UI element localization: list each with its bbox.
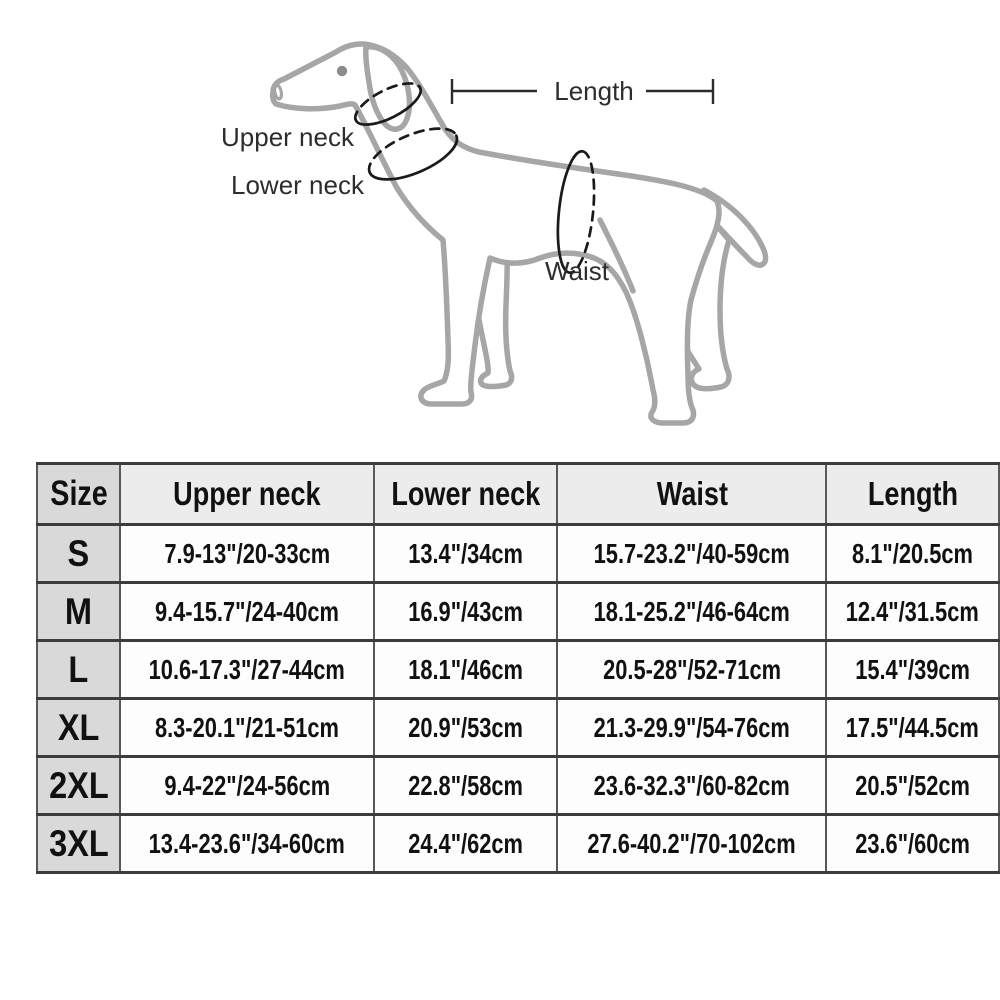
length-cell: 15.4"/39cm [825, 639, 1000, 700]
upper-neck-band-solid [354, 86, 423, 126]
size-cell: 3XL [35, 813, 122, 874]
column-header-length: Length [825, 462, 1000, 526]
lower-neck-cell: 13.4"/34cm [372, 523, 559, 584]
length-cell: 17.5"/44.5cm [825, 697, 1000, 758]
table-row: 2XL 9.4-22"/24-56cm 22.8"/58cm 23.6-32.3"/6… [35, 755, 1000, 816]
lower-neck-band-solid [368, 134, 459, 181]
column-header-waist: Waist [556, 462, 828, 526]
table-row: 3XL 13.4-23.6"/34-60cm 24.4"/62cm 27.6-40.2… [35, 813, 1000, 874]
size-cell: M [35, 581, 122, 642]
dog-eye [336, 65, 348, 77]
size-cell: L [35, 639, 122, 700]
column-header-upper-neck: Upper neck [119, 462, 375, 526]
table-row: L 10.6-17.3"/27-44cm 18.1"/46cm 20.5-28"/52… [35, 639, 1000, 700]
length-cell: 12.4"/31.5cm [825, 581, 1000, 642]
dog-thigh-line [597, 217, 636, 294]
waist-band-solid [556, 149, 584, 275]
upper-neck-band-dashed [353, 82, 422, 122]
size-cell: S [35, 523, 122, 584]
lower-neck-label: Lower neck [231, 170, 364, 200]
upper-neck-cell: 9.4-15.7"/24-40cm [119, 581, 375, 642]
dog-body-outline [269, 41, 722, 426]
column-header-lower-neck: Lower neck [372, 462, 559, 526]
size-cell: XL [35, 697, 122, 758]
waist-cell: 15.7-23.2"/40-59cm [556, 523, 828, 584]
length-label: Length [554, 76, 634, 106]
lower-neck-band-dashed [367, 127, 458, 174]
length-cell: 8.1"/20.5cm [825, 523, 1000, 584]
waist-cell: 20.5-28"/52-71cm [556, 639, 828, 700]
upper-neck-label: Upper neck [221, 122, 354, 152]
table-row: XL 8.3-20.1"/21-51cm 20.9"/53cm 21.3-29.9"/… [35, 697, 1000, 758]
upper-neck-cell: 7.9-13"/20-33cm [119, 523, 375, 584]
waist-cell: 27.6-40.2"/70-102cm [556, 813, 828, 874]
waist-cell: 23.6-32.3"/60-82cm [556, 755, 828, 816]
dog-nostril [272, 83, 284, 101]
lower-neck-cell: 24.4"/62cm [372, 813, 559, 874]
upper-neck-cell: 10.6-17.3"/27-44cm [119, 639, 375, 700]
length-measure-line [450, 79, 715, 104]
size-cell: 2XL [35, 755, 122, 816]
header-row: Size Upper neck Lower neck Waist Length [35, 462, 1000, 526]
column-header-size: Size [35, 462, 122, 526]
dog-measurement-diagram [269, 41, 769, 426]
upper-neck-cell: 9.4-22"/24-56cm [119, 755, 375, 816]
length-cell: 20.5"/52cm [825, 755, 1000, 816]
lower-neck-cell: 16.9"/43cm [372, 581, 559, 642]
upper-neck-cell: 13.4-23.6"/34-60cm [119, 813, 375, 874]
waist-band-dashed [568, 149, 596, 275]
table-row: S 7.9-13"/20-33cm 13.4"/34cm 15.7-23.2"/40-… [35, 523, 1000, 584]
size-chart-table: Size Upper neck Lower neck Waist Length … [35, 462, 1000, 874]
upper-neck-cell: 8.3-20.1"/21-51cm [119, 697, 375, 758]
lower-neck-cell: 22.8"/58cm [372, 755, 559, 816]
waist-label: Waist [545, 256, 610, 286]
table-row: M 9.4-15.7"/24-40cm 16.9"/43cm 18.1-25.2"/4… [35, 581, 1000, 642]
waist-cell: 18.1-25.2"/46-64cm [556, 581, 828, 642]
waist-cell: 21.3-29.9"/54-76cm [556, 697, 828, 758]
lower-neck-cell: 20.9"/53cm [372, 697, 559, 758]
length-cell: 23.6"/60cm [825, 813, 1000, 874]
lower-neck-cell: 18.1"/46cm [372, 639, 559, 700]
